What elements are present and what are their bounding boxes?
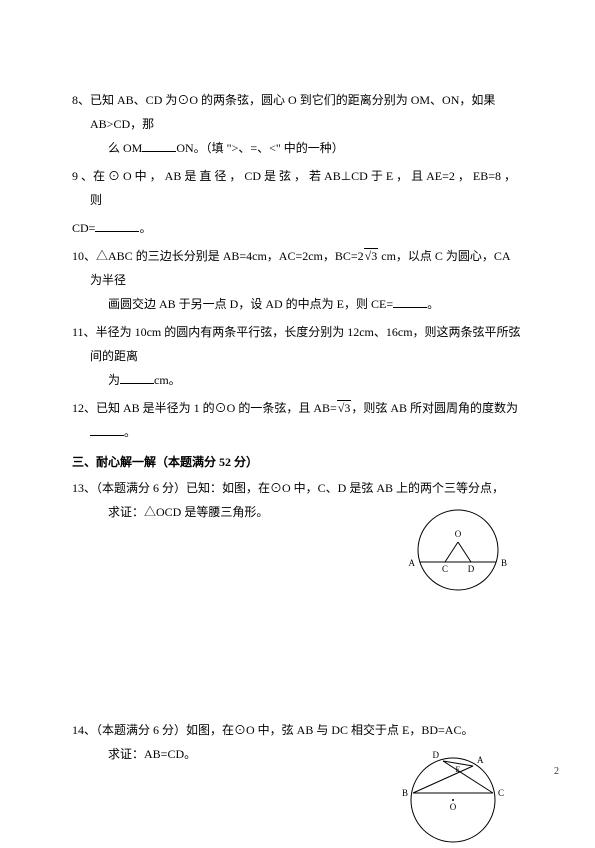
q8-line1: 已知 AB、CD 为⊙O 的两条弦，圆心 O 到它们的距离分别为 OM、ON，如… [90,93,495,131]
q11-l2-post: cm。 [154,373,181,387]
q12-blank [90,424,124,436]
q11-line2: 为 cm。 [90,373,181,387]
q12-l1post: 。 [124,425,136,439]
question-13: 13、（本题满分 6 分）已知：如图，在⊙O 中，C、D 是弦 AB 上的两个三… [72,476,523,524]
q10-l2-pre: 画圆交边 AB 于另一点 D，设 AD 的中点为 E，则 CE= [108,297,393,311]
q13-line1: （本题满分 6 分）已知：如图，在⊙O 中，C、D 是弦 AB 上的两个三等分点… [96,481,504,495]
page-number: 2 [554,762,559,782]
q9-line2: CD= 。 [72,216,523,240]
q13-num: 13、 [72,481,96,495]
q10-blank [393,296,427,308]
question-11: 11、半径为 10cm 的圆内有两条平行弦，长度分别为 12cm、16cm，则这… [72,320,523,392]
figure-13: O A B C D [403,504,513,596]
q14-line1: （本题满分 6 分）如图，在⊙O 中，弦 AB 与 DC 相交于点 E，BD=A… [96,723,473,737]
q9-blank [95,220,139,232]
question-9: 9 、在 ⊙ O 中 ， AB 是 直 径 ， CD 是 弦 ， 若 AB⊥CD… [72,164,523,212]
question-8: 8、已知 AB、CD 为⊙O 的两条弦，圆心 O 到它们的距离分别为 OM、ON… [72,88,523,160]
fig14-label-B: B [402,788,408,798]
q11-blank [120,372,154,384]
fig13-label-O: O [455,529,462,539]
q9-line2-post: 。 [139,221,151,235]
figure-14-svg: O A B C D E [393,748,513,848]
section-3-heading: 三、耐心解一解（本题满分 52 分） [72,450,523,474]
q9-num: 9 、 [72,169,93,183]
q10-l1a: △ABC 的三边长分别是 AB=4cm，AC=2cm，BC=2 [96,249,364,263]
figure-13-svg: O A B C D [403,504,513,596]
question-14: 14、（本题满分 6 分）如图，在⊙O 中，弦 AB 与 DC 相交于点 E，B… [72,718,523,766]
q14-line2: 求证：AB=CD。 [90,747,196,761]
q8-line2: 么 OM ON。（填 ">、=、<" 中的一种） [90,141,344,155]
q8-num: 8、 [72,93,90,107]
q10-sqrt: √3 [364,248,379,263]
q8-blank [142,140,176,152]
q10-line2: 画圆交边 AB 于另一点 D，设 AD 的中点为 E，则 CE= 。 [90,297,439,311]
q9-line2-pre: CD= [72,221,95,235]
fig13-label-A: A [409,558,416,568]
page-content: 8、已知 AB、CD 为⊙O 的两条弦，圆心 O 到它们的距离分别为 OM、ON… [72,88,523,766]
q11-line1: 半径为 10cm 的圆内有两条平行弦，长度分别为 12cm、16cm，则这两条弦… [90,325,521,363]
q9-line1: 在 ⊙ O 中 ， AB 是 直 径 ， CD 是 弦 ， 若 AB⊥CD 于 … [90,169,516,207]
fig13-label-C: C [442,564,448,574]
q12-l1mid: ，则弦 AB 所对圆周角的度数为 [351,401,518,415]
fig14-label-E: E [456,765,461,774]
fig14-label-A: A [477,755,484,765]
q12-sqrt: √3 [337,400,352,415]
figure-14: O A B C D E [393,748,513,848]
fig13-label-D: D [468,564,475,574]
q11-num: 11、 [72,325,96,339]
question-12: 12、已知 AB 是半径为 1 的⊙O 的一条弦，且 AB=√3，则弦 AB 所… [72,396,523,444]
fig14-label-O: O [450,802,457,812]
q12-l1pre: 已知 AB 是半径为 1 的⊙O 的一条弦，且 AB= [96,401,337,415]
q13-line2: 求证：△OCD 是等腰三角形。 [90,505,268,519]
question-10: 10、△ABC 的三边长分别是 AB=4cm，AC=2cm，BC=2√3 cm，… [72,244,523,316]
q14-num: 14、 [72,723,96,737]
fig13-label-B: B [501,558,507,568]
q10-num: 10、 [72,249,96,263]
fig14-label-D: D [433,750,440,760]
q12-num: 12、 [72,401,96,415]
fig14-label-C: C [498,788,504,798]
q11-l2-pre: 为 [108,373,120,387]
q10-l2-post: 。 [427,297,439,311]
q8-line2-pre: 么 OM [108,141,142,155]
q8-line2-mid: ON。（填 ">、=、<" 中的一种） [176,141,343,155]
